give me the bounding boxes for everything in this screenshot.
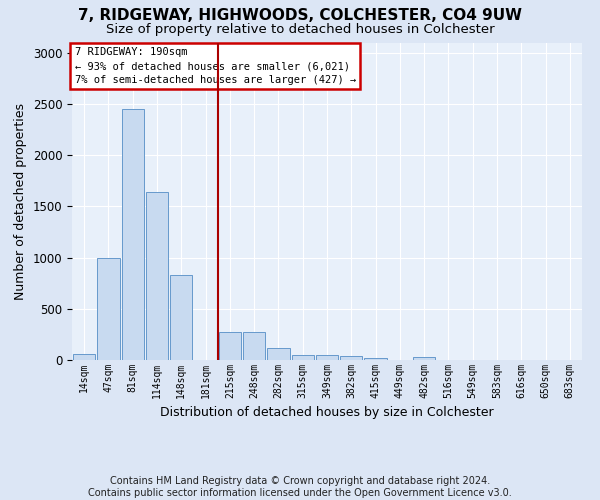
Bar bbox=[267, 348, 290, 360]
Bar bbox=[122, 109, 144, 360]
Text: 7 RIDGEWAY: 190sqm
← 93% of detached houses are smaller (6,021)
7% of semi-detac: 7 RIDGEWAY: 190sqm ← 93% of detached hou… bbox=[74, 48, 356, 86]
Bar bbox=[97, 258, 119, 360]
Bar bbox=[340, 356, 362, 360]
X-axis label: Distribution of detached houses by size in Colchester: Distribution of detached houses by size … bbox=[160, 406, 494, 420]
Bar bbox=[170, 275, 193, 360]
Y-axis label: Number of detached properties: Number of detached properties bbox=[14, 103, 27, 300]
Bar bbox=[413, 358, 436, 360]
Bar bbox=[364, 358, 387, 360]
Bar bbox=[292, 355, 314, 360]
Bar bbox=[218, 332, 241, 360]
Bar bbox=[243, 332, 265, 360]
Text: Contains HM Land Registry data © Crown copyright and database right 2024.
Contai: Contains HM Land Registry data © Crown c… bbox=[88, 476, 512, 498]
Text: Size of property relative to detached houses in Colchester: Size of property relative to detached ho… bbox=[106, 24, 494, 36]
Bar bbox=[146, 192, 168, 360]
Bar bbox=[73, 354, 95, 360]
Bar bbox=[316, 355, 338, 360]
Text: 7, RIDGEWAY, HIGHWOODS, COLCHESTER, CO4 9UW: 7, RIDGEWAY, HIGHWOODS, COLCHESTER, CO4 … bbox=[78, 8, 522, 22]
